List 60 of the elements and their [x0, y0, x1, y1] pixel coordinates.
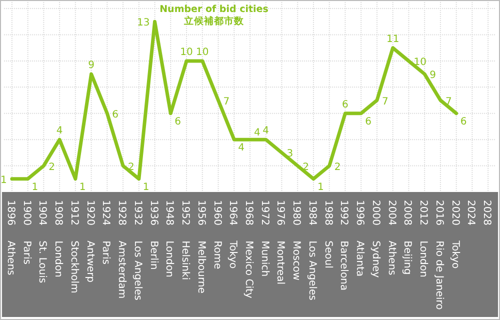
data-label: 2	[48, 162, 56, 173]
category-label: 1952 Helsinki	[180, 200, 191, 280]
category-label: 1928 Amsterdam	[116, 200, 128, 299]
data-label: 4	[262, 126, 270, 137]
data-label: 4	[254, 128, 260, 139]
category-label: 1988 Seoul	[322, 200, 334, 268]
data-label: 6	[112, 109, 119, 120]
category-label: 2004 Athens	[386, 200, 397, 276]
category-label: 2020 Tokyo	[449, 200, 460, 269]
data-label: 6	[460, 116, 467, 128]
data-label: 1	[32, 182, 38, 193]
category-label: 1960 Rome	[211, 200, 222, 270]
data-label: 4	[56, 126, 63, 137]
data-label: 7	[445, 96, 452, 108]
data-label: 11	[386, 34, 400, 45]
data-label: 9	[88, 60, 94, 72]
category-label: 1992 Barcelona	[338, 200, 350, 291]
category-label: 1936 Berlin	[148, 200, 159, 270]
category-label: 1912 Stockholm	[68, 200, 80, 294]
category-label: 2008 Beijing	[402, 200, 413, 275]
category-label: 2016 Rio de Janeiro	[433, 200, 444, 310]
category-label: 1972 Munich	[258, 200, 270, 277]
category-label: 1964 Tokyo	[227, 200, 238, 269]
data-label: 1	[79, 182, 86, 193]
chart-title: Number of bid cities	[160, 4, 269, 15]
category-label: 1904 St. Louis	[36, 200, 48, 284]
category-label: 1996 Atlanta	[354, 200, 366, 277]
data-label: 1	[317, 182, 324, 193]
data-label: 1	[0, 174, 7, 186]
data-label: 9	[430, 70, 436, 82]
category-label: 1968 Mexico City	[243, 200, 254, 298]
data-label: 3	[286, 148, 294, 160]
category-label: 1900 Paris	[20, 200, 32, 264]
category-label: 2000 Sydney	[370, 200, 381, 278]
data-label: 6	[342, 99, 348, 110]
data-label: 13	[137, 18, 150, 29]
category-label: 1948 London	[164, 200, 175, 278]
data-label: 10	[180, 46, 193, 58]
data-label: 7	[382, 96, 388, 108]
data-label: 2	[334, 162, 341, 173]
category-label: 2012 London	[418, 200, 429, 278]
data-label: 10	[196, 46, 209, 58]
data-label: 7	[223, 96, 230, 108]
category-label: 1932 Los Angeles	[132, 200, 143, 300]
data-label: 4	[238, 142, 245, 154]
category-label: 1976 Montreal	[274, 200, 286, 285]
category-label: 1920 Antwerp	[84, 200, 96, 283]
data-label: 6	[365, 116, 372, 128]
category-label: 1980 Moscow	[290, 200, 302, 280]
category-label: 1908 London	[52, 200, 64, 278]
category-label: 1924 Paris	[100, 200, 112, 264]
x-tick-label: 2028	[481, 200, 492, 226]
category-label: 1956 Melbourne	[195, 200, 206, 294]
category-label: 1896 Athens	[4, 200, 16, 276]
data-label: 1	[142, 182, 150, 193]
text: 立候補都市数	[183, 15, 245, 27]
data-label: 6	[174, 116, 182, 128]
x-tick-label: 2024	[465, 200, 476, 226]
category-label: 1984 Los Angeles	[306, 200, 318, 300]
data-label: 10	[414, 56, 426, 68]
